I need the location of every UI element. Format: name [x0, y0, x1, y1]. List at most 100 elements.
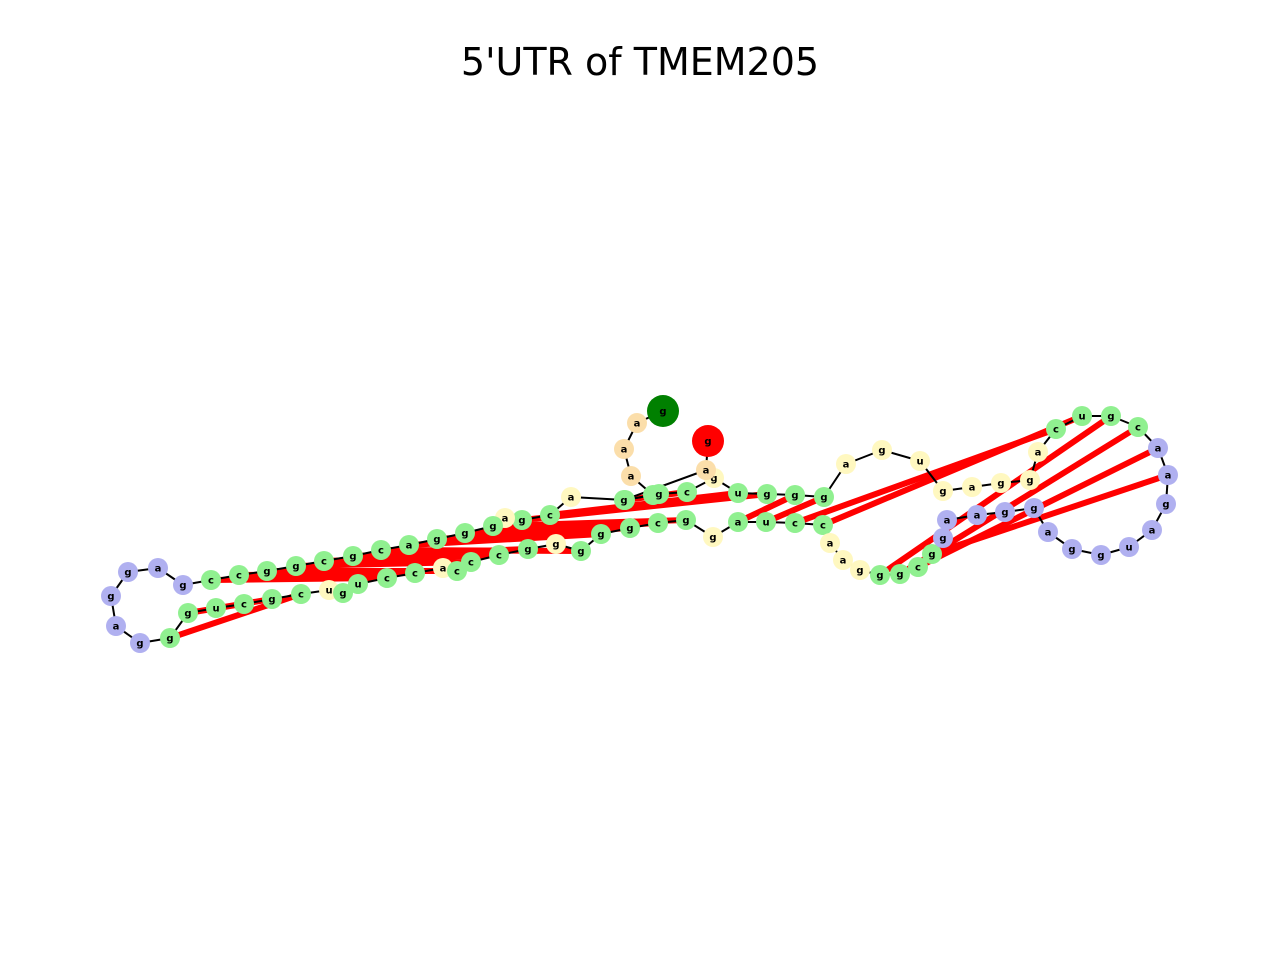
nucleotide-label: g	[339, 589, 346, 600]
nucleotide: g	[518, 539, 538, 559]
base-pair-bond	[821, 413, 1084, 528]
nucleotide: c	[489, 545, 509, 565]
nucleotide-label: u	[325, 586, 332, 597]
nucleotide-label: g	[292, 562, 299, 573]
nucleotide-circle	[870, 565, 890, 585]
nucleotide: g	[130, 633, 150, 653]
nucleotide: c	[461, 552, 481, 572]
nucleotide-circle	[933, 528, 953, 548]
nucleotide: g	[614, 490, 634, 510]
nucleotide: c	[908, 557, 928, 577]
nucleotide-circle	[130, 633, 150, 653]
nucleotide-label: g	[856, 566, 863, 577]
nucleotide: g	[101, 586, 121, 606]
nucleotide-label: u	[916, 457, 923, 468]
nucleotide-label: u	[212, 604, 219, 615]
nucleotide: g	[890, 564, 910, 584]
nucleotide-circle	[910, 451, 930, 471]
nucleotide-label: c	[298, 590, 304, 601]
nucleotide: g	[785, 485, 805, 505]
nucleotide-circle	[890, 564, 910, 584]
nucleotide-circle	[785, 513, 805, 533]
nucleotide: g	[676, 510, 696, 530]
nucleotide-label: a	[735, 518, 742, 529]
nucleotide-label: g	[263, 567, 270, 578]
nucleotide-label: g	[1097, 551, 1104, 562]
nucleotide-circle	[106, 616, 126, 636]
nucleotide-label: c	[412, 569, 418, 580]
nucleotide: g	[455, 523, 475, 543]
nucleotide-circle	[814, 487, 834, 507]
nucleotide-circle	[399, 535, 419, 555]
nucleotide-circle	[820, 533, 840, 553]
nucleotide: u	[1072, 406, 1092, 426]
nucleotide-circle	[1091, 545, 1111, 565]
nucleotide-circle	[405, 563, 425, 583]
nucleotide-circle	[1148, 438, 1168, 458]
nucleotide: a	[696, 460, 716, 480]
nucleotide-circle	[148, 558, 168, 578]
nucleotide: a	[148, 558, 168, 578]
nucleotide-circle	[262, 589, 282, 609]
nucleotide-label: g	[107, 592, 114, 603]
nucleotide-circle	[728, 483, 748, 503]
nucleotide-label: g	[268, 595, 275, 606]
nucleotide-label: c	[1135, 423, 1141, 434]
nucleotide: a	[627, 413, 647, 433]
nucleotide-label: a	[840, 556, 847, 567]
nucleotide-label: g	[763, 490, 770, 501]
nucleotide: u	[1119, 537, 1139, 557]
nucleotide-circle	[546, 534, 566, 554]
nucleotide-circle	[696, 460, 716, 480]
nucleotide: g	[178, 603, 198, 623]
nucleotide: c	[1046, 419, 1066, 439]
nucleotide-label: g	[524, 545, 531, 556]
nucleotide-circle	[1072, 406, 1092, 426]
nucleotide-label: a	[628, 472, 635, 483]
nucleotide-circle	[922, 544, 942, 564]
nucleotide-circle	[348, 574, 368, 594]
base-pairs	[169, 413, 1169, 641]
nucleotide-circle	[427, 529, 447, 549]
nucleotide: g	[850, 560, 870, 580]
nucleotide-circle	[649, 484, 669, 504]
nucleotide-circle	[757, 484, 777, 504]
nucleotide: g	[286, 556, 306, 576]
nucleotide-label: c	[820, 521, 826, 532]
nucleotide: g	[872, 440, 892, 460]
nucleotide-circle	[257, 561, 277, 581]
nucleotide-circle	[314, 551, 334, 571]
nucleotide-circle	[1156, 494, 1176, 514]
nucleotide-circle	[836, 454, 856, 474]
nucleotide-circle	[908, 557, 928, 577]
nucleotide-label: a	[502, 514, 509, 525]
nucleotide-label: g	[1026, 476, 1033, 487]
nucleotide: a	[962, 477, 982, 497]
nucleotide: g	[591, 524, 611, 544]
nucleotide-label: g	[620, 496, 627, 507]
nucleotide: g	[1091, 545, 1111, 565]
nucleotide-circle	[648, 513, 668, 533]
nucleotide: u	[206, 598, 226, 618]
nucleotide-circle	[561, 487, 581, 507]
nucleotide: g	[546, 534, 566, 554]
nucleotide-label: a	[1035, 448, 1042, 459]
nucleotide-label: a	[827, 539, 834, 550]
nucleotide: g	[571, 541, 591, 561]
nucleotide-label: g	[997, 479, 1004, 490]
nucleotide: g	[991, 473, 1011, 493]
nucleotide-circle	[178, 603, 198, 623]
nucleotide-circle	[614, 439, 634, 459]
nucleotide-label: c	[792, 519, 798, 530]
nucleotide: u	[728, 483, 748, 503]
nucleotide: u	[348, 574, 368, 594]
nucleotide-label: g	[820, 493, 827, 504]
nucleotide: a	[1038, 522, 1058, 542]
nucleotide-circle	[1020, 470, 1040, 490]
nucleotide-label: g	[433, 535, 440, 546]
nucleotide: c	[314, 551, 334, 571]
nucleotide-circle	[455, 523, 475, 543]
nucleotide: a	[561, 487, 581, 507]
nucleotide-circle	[1046, 419, 1066, 439]
